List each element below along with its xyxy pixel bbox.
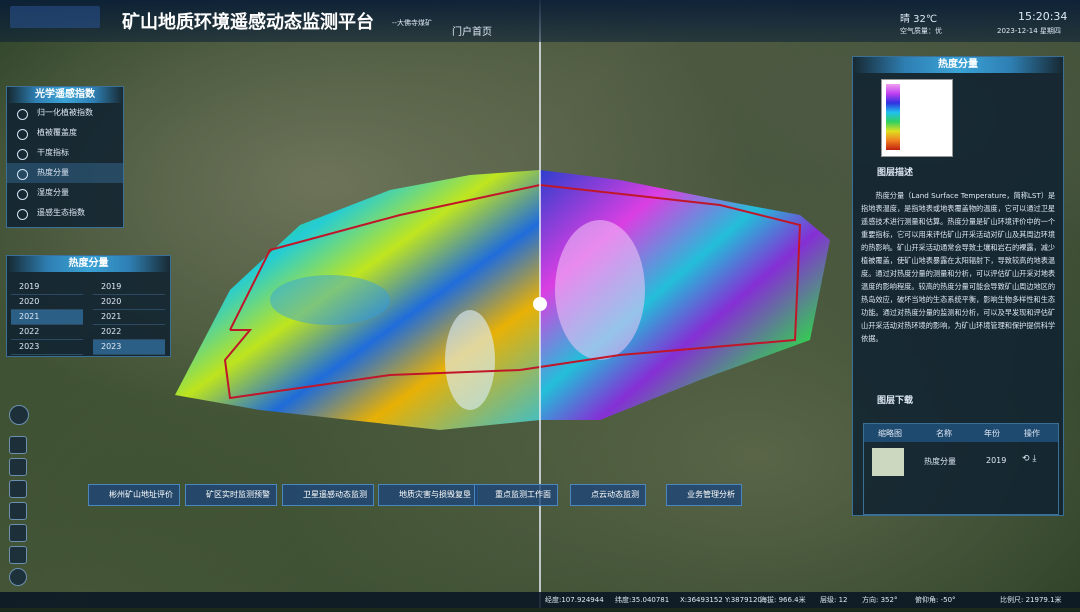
toolbar-button[interactable]: 点云动态监测 [570, 484, 646, 506]
status-item: 海拔: 966.4米 [760, 596, 806, 604]
row-actions[interactable]: ⟲ ⤓ [1022, 454, 1037, 464]
index-list: 归一化植被指数 植被覆盖度干度指标热度分量湿度分量遥感生态指数 [7, 103, 123, 223]
table-cell: 2019 [986, 456, 1007, 465]
table-cell: 热度分量 [924, 457, 956, 466]
view-button[interactable] [9, 524, 27, 542]
index-panel: 光学遥感指数 归一化植被指数 植被覆盖度干度指标热度分量湿度分量遥感生态指数 [6, 86, 124, 228]
year-option[interactable]: 2022 [93, 325, 165, 340]
status-item: 俯仰角: -50° [915, 596, 956, 604]
panel-title: 热度分量 [853, 57, 1063, 73]
table-row: ⟲ ⤓ 热度分量 2019 [864, 442, 1058, 482]
thumbnail [872, 448, 904, 476]
index-label: 归一化植被指数 [37, 108, 93, 117]
year-option[interactable]: 2019 [93, 280, 165, 295]
toolbar-button[interactable]: 地质灾害与损毁复垦 [378, 484, 478, 506]
fullscreen-button[interactable] [9, 546, 27, 564]
section-title: 图层描述 [877, 168, 914, 178]
app-title: 矿山地质环境遥感动态监测平台 [122, 12, 374, 33]
status-item: X:36493152 Y:3879120 [680, 596, 762, 604]
app-subtitle: --大佛寺煤矿 [392, 19, 433, 27]
help-button[interactable] [9, 568, 27, 586]
index-item[interactable]: 湿度分量 [7, 183, 123, 203]
table-header-cell: 缩略图 [878, 429, 902, 438]
zoom-in[interactable] [9, 458, 27, 476]
toolbar-button[interactable]: 彬州矿山地址评价 [88, 484, 180, 506]
layers-button[interactable] [9, 502, 27, 520]
clock-time: 15:20:34 [1018, 10, 1068, 23]
swipe-handle[interactable] [533, 297, 547, 311]
mine-boundary [223, 183, 802, 400]
layer-description: 热度分量（Land Surface Temperature，简称LST）是指地表… [861, 191, 1056, 343]
index-item[interactable]: 植被覆盖度 [7, 123, 123, 143]
header: 矿山地质环境遥感动态监测平台 --大佛寺煤矿 门户首页 晴 32℃ 空气质量：优… [0, 0, 1080, 42]
download-table: 缩略图 名称 年份 操作 ⟲ ⤓ 热度分量 2019 [863, 423, 1059, 515]
status-item: 比例尺: 21979.1米 [1000, 596, 1062, 604]
toolbar-button[interactable]: 重点监测工作面 [474, 484, 558, 506]
index-item[interactable]: 遥感生态指数 [7, 203, 123, 223]
index-label: 热度分量 [37, 168, 69, 177]
year-option[interactable]: 2022 [11, 325, 83, 340]
legend-image [881, 79, 953, 157]
status-item: 方向: 352° [862, 596, 898, 604]
year-option[interactable]: 2019 [11, 280, 83, 295]
zoom-out[interactable] [9, 480, 27, 498]
panel-title: 热度分量 [7, 256, 170, 272]
heat-blob [445, 310, 495, 410]
panel-title: 光学遥感指数 [7, 87, 123, 103]
index-label: 湿度分量 [37, 188, 69, 197]
index-item[interactable]: 归一化植被指数 [7, 103, 123, 123]
compass[interactable] [9, 405, 29, 425]
table-header-cell: 名称 [936, 429, 952, 438]
year-list-left: 2019 2020 2021 2022 2023 [11, 280, 83, 355]
heat-blob [270, 275, 390, 325]
index-item[interactable]: 热度分量 [7, 163, 123, 183]
year-option[interactable]: 2023 [93, 340, 165, 355]
table-header: 缩略图 名称 年份 操作 [864, 424, 1058, 442]
status-item: 经度:107.924944 [545, 596, 604, 604]
index-label: 植被覆盖度 [37, 128, 77, 137]
table-header-cell: 年份 [984, 429, 1000, 438]
status-bar: 经度:107.924944 纬度:35.040781 X:36493152 Y:38… [0, 592, 1080, 608]
year-option[interactable]: 2021 [11, 310, 83, 325]
table-header-cell: 操作 [1024, 429, 1040, 438]
year-option[interactable]: 2021 [93, 310, 165, 325]
clock-date: 2023-12-14 星期四 [997, 27, 1061, 35]
status-item: 层级: 12 [820, 596, 848, 604]
home-button[interactable] [9, 436, 27, 454]
home-link[interactable]: 门户首页 [452, 27, 492, 38]
section-title: 图层下载 [877, 396, 914, 406]
logo [10, 6, 100, 28]
index-item[interactable]: 干度指标 [7, 143, 123, 163]
weather: 晴 32℃ [900, 14, 938, 25]
status-item: 纬度:35.040781 [615, 596, 670, 604]
air-quality: 空气质量：优 [900, 27, 942, 35]
year-option[interactable]: 2020 [11, 295, 83, 310]
heat-blob [555, 220, 645, 360]
toolbar-button[interactable]: 业务管理分析 [666, 484, 742, 506]
toolbar-button[interactable]: 矿区实时监测预警 [185, 484, 277, 506]
year-panel: 热度分量 2019 2020 2021 2022 2023 2019 2020 2021 20… [6, 255, 171, 357]
year-list-right: 2019 2020 2021 2022 2023 [93, 280, 165, 355]
layer-panel: 热度分量 图层描述 热度分量（Land Surface Temperature，… [852, 56, 1064, 516]
index-label: 遥感生态指数 [37, 208, 85, 217]
year-option[interactable]: 2020 [93, 295, 165, 310]
year-option[interactable]: 2023 [11, 340, 83, 355]
index-label: 干度指标 [37, 148, 69, 157]
toolbar-button[interactable]: 卫星遥感动态监测 [282, 484, 374, 506]
